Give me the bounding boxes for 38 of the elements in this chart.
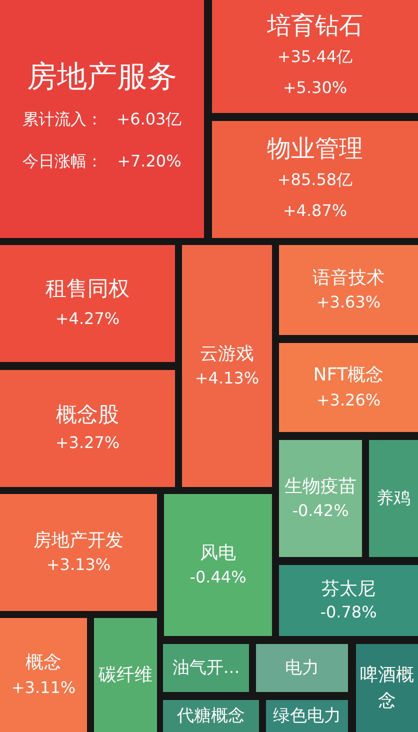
category-label: 培育钻石	[266, 12, 363, 40]
data-label: +3.11%	[11, 678, 76, 697]
category-label: NFT概念	[313, 364, 384, 386]
text: +35.44亿	[277, 47, 353, 66]
data-label: -0.42%	[292, 501, 349, 520]
data-label: +4.27%	[55, 309, 120, 328]
data-label: +4.87%	[282, 201, 348, 220]
category-label: 芬太尼	[322, 578, 376, 600]
category-label: 概念	[26, 652, 62, 673]
category-label: 生物疫苗	[284, 476, 356, 497]
category-label: 养鸡	[376, 488, 410, 508]
text: +85.58亿	[277, 170, 353, 189]
category-label: 电力	[285, 658, 319, 678]
category-label: 碳纤维	[98, 664, 152, 686]
category-label: 油气开...	[172, 658, 240, 678]
category-label: 啤酒概念	[360, 664, 414, 712]
category-label: 风电	[200, 542, 236, 564]
category-label: 房地产服务	[27, 60, 177, 94]
category-label: 绿色电力	[273, 706, 341, 726]
text: 累计流入：	[22, 110, 102, 128]
category-label: 租售同权	[46, 276, 130, 300]
data-label: +3.63%	[316, 292, 381, 312]
data-label: +7.20%	[117, 152, 182, 170]
data-label: +3.26%	[316, 390, 381, 410]
data-label: -0.78%	[320, 602, 377, 622]
text: 今日涨幅：	[22, 152, 103, 170]
category-label: 物业管理	[267, 134, 363, 162]
category-label: 概念股	[56, 402, 119, 426]
text: +6.03亿	[116, 110, 182, 128]
category-label: 代糖概念	[176, 706, 245, 726]
data-label: -0.44%	[190, 568, 246, 586]
data-label: +4.13%	[194, 368, 260, 388]
category-label: 房地产开发	[34, 530, 124, 551]
category-label: 语音技术	[312, 268, 384, 288]
data-label: +3.13%	[46, 555, 111, 574]
data-label: +3.27%	[55, 433, 120, 452]
data-label: +5.30%	[282, 78, 348, 97]
category-label: 云游戏	[200, 344, 254, 364]
